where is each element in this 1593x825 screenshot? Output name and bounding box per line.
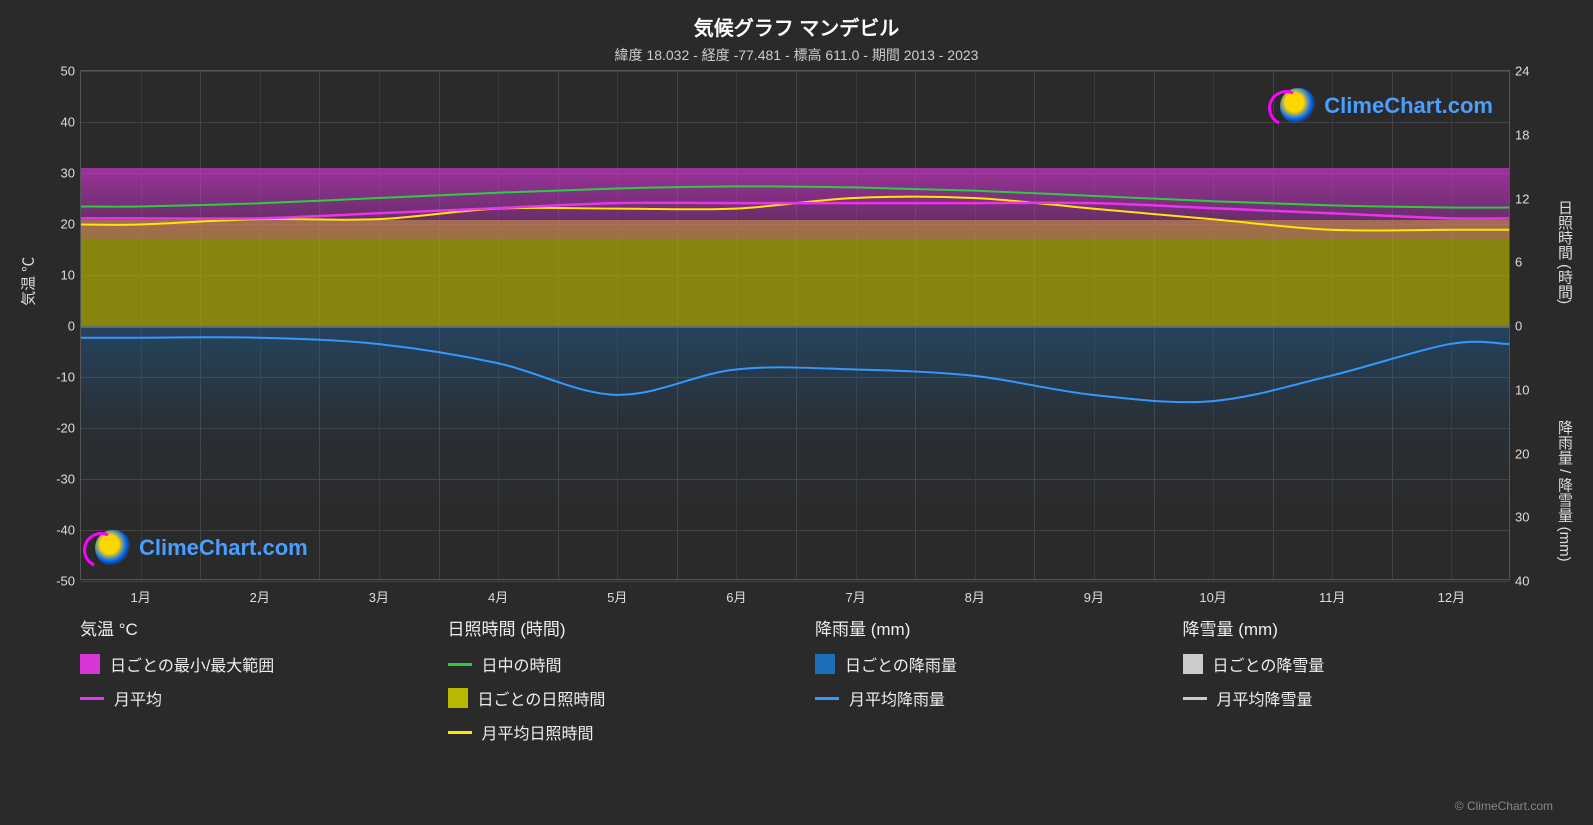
legend-label: 月平均日照時間 (482, 720, 594, 744)
y-left-tick-label: 40 (61, 115, 75, 130)
legend-col-temperature: 気温 °C 日ごとの最小/最大範囲 月平均 (80, 615, 408, 754)
y-left-tick-label: 0 (68, 319, 75, 334)
y-left-tick-label: -50 (56, 574, 75, 589)
legend-label: 月平均降雪量 (1217, 686, 1313, 710)
y-left-tick-label: -40 (56, 523, 75, 538)
legend-line-icon (1183, 697, 1207, 700)
x-month-label: 2月 (250, 587, 270, 606)
legend-item-snow-avg: 月平均降雪量 (1183, 686, 1511, 710)
y-right-sun-tick-label: 24 (1515, 64, 1529, 79)
legend-item-sun-daily: 日ごとの日照時間 (448, 686, 776, 710)
legend-header: 気温 °C (80, 615, 408, 640)
legend-item-sun-avg: 月平均日照時間 (448, 720, 776, 744)
y-right-sun-tick-label: 6 (1515, 255, 1522, 270)
x-month-label: 11月 (1319, 587, 1346, 606)
y-right-rain-tick-label: 20 (1515, 446, 1529, 461)
legend-line-icon (815, 697, 839, 700)
chart-title: 気候グラフ マンデビル (0, 0, 1593, 41)
legend-item-temp-avg: 月平均 (80, 686, 408, 710)
y-right-sun-tick-label: 0 (1515, 319, 1522, 334)
chart-subtitle: 緯度 18.032 - 経度 -77.481 - 標高 611.0 - 期間 2… (0, 45, 1593, 65)
legend-label: 日ごとの降雪量 (1213, 652, 1325, 676)
watermark-text: ClimeChart.com (1324, 93, 1493, 119)
legend-line-icon (80, 697, 104, 700)
legend-label: 日ごとの最小/最大範囲 (110, 652, 274, 676)
legend-line-icon (448, 731, 472, 734)
y-right-sun-tick-label: 18 (1515, 127, 1529, 142)
legend-swatch-icon (815, 654, 835, 674)
legend-col-sunshine: 日照時間 (時間) 日中の時間 日ごとの日照時間 月平均日照時間 (448, 615, 776, 754)
legend-header: 降雨量 (mm) (815, 615, 1143, 640)
legend-header: 降雪量 (mm) (1183, 615, 1511, 640)
y-left-tick-label: 50 (61, 64, 75, 79)
y-right-rain-tick-label: 40 (1515, 574, 1529, 589)
watermark-text: ClimeChart.com (139, 535, 308, 561)
legend-label: 日ごとの日照時間 (478, 686, 606, 710)
legend: 気温 °C 日ごとの最小/最大範囲 月平均 日照時間 (時間) 日中の時間 日ご… (80, 615, 1510, 754)
x-month-label: 5月 (607, 587, 627, 606)
legend-item-rain-avg: 月平均降雨量 (815, 686, 1143, 710)
x-month-label: 12月 (1438, 587, 1465, 606)
y-axis-right-title-2: 降雨量 / 降雪量 (mm) (1554, 420, 1575, 562)
legend-swatch-icon (448, 688, 468, 708)
y-left-tick-label: 10 (61, 268, 75, 283)
legend-item-rain-daily: 日ごとの降雨量 (815, 652, 1143, 676)
x-month-label: 4月 (488, 587, 508, 606)
temp-range-band (81, 168, 1509, 239)
legend-label: 日中の時間 (482, 652, 562, 676)
legend-line-icon (448, 663, 472, 666)
legend-item-daylight: 日中の時間 (448, 652, 776, 676)
x-month-label: 3月 (369, 587, 389, 606)
legend-col-snow: 降雪量 (mm) 日ごとの降雪量 月平均降雪量 (1183, 615, 1511, 754)
x-month-label: 8月 (965, 587, 985, 606)
legend-item-temp-range: 日ごとの最小/最大範囲 (80, 652, 408, 676)
y-axis-right-title-1: 日照時間 (時間) (1554, 200, 1575, 304)
legend-item-snow-daily: 日ごとの降雪量 (1183, 652, 1511, 676)
x-month-label: 6月 (726, 587, 746, 606)
y-left-tick-label: 30 (61, 166, 75, 181)
climechart-logo-icon (95, 530, 131, 566)
legend-swatch-icon (1183, 654, 1203, 674)
y-left-tick-label: -20 (56, 421, 75, 436)
y-right-rain-tick-label: 10 (1515, 382, 1529, 397)
y-right-rain-tick-label: 30 (1515, 510, 1529, 525)
legend-label: 月平均 (114, 686, 162, 710)
copyright-text: © ClimeChart.com (1455, 799, 1553, 813)
x-month-label: 10月 (1199, 587, 1226, 606)
x-month-label: 9月 (1084, 587, 1104, 606)
chart-plot-area: -50-40-30-20-100102030405006121824102030… (80, 70, 1510, 580)
y-left-tick-label: 20 (61, 217, 75, 232)
legend-label: 月平均降雨量 (849, 686, 945, 710)
y-left-tick-label: -10 (56, 370, 75, 385)
y-right-sun-tick-label: 12 (1515, 191, 1529, 206)
legend-swatch-icon (80, 654, 100, 674)
x-month-label: 1月 (130, 587, 150, 606)
climechart-logo-icon (1280, 88, 1316, 124)
watermark-bottom: ClimeChart.com (95, 530, 308, 566)
legend-col-rain: 降雨量 (mm) 日ごとの降雨量 月平均降雨量 (815, 615, 1143, 754)
y-left-tick-label: -30 (56, 472, 75, 487)
legend-label: 日ごとの降雨量 (845, 652, 957, 676)
x-month-label: 7月 (845, 587, 865, 606)
y-axis-left-title: 気温 ℃ (18, 257, 39, 306)
legend-header: 日照時間 (時間) (448, 615, 776, 640)
watermark-top: ClimeChart.com (1280, 88, 1493, 124)
